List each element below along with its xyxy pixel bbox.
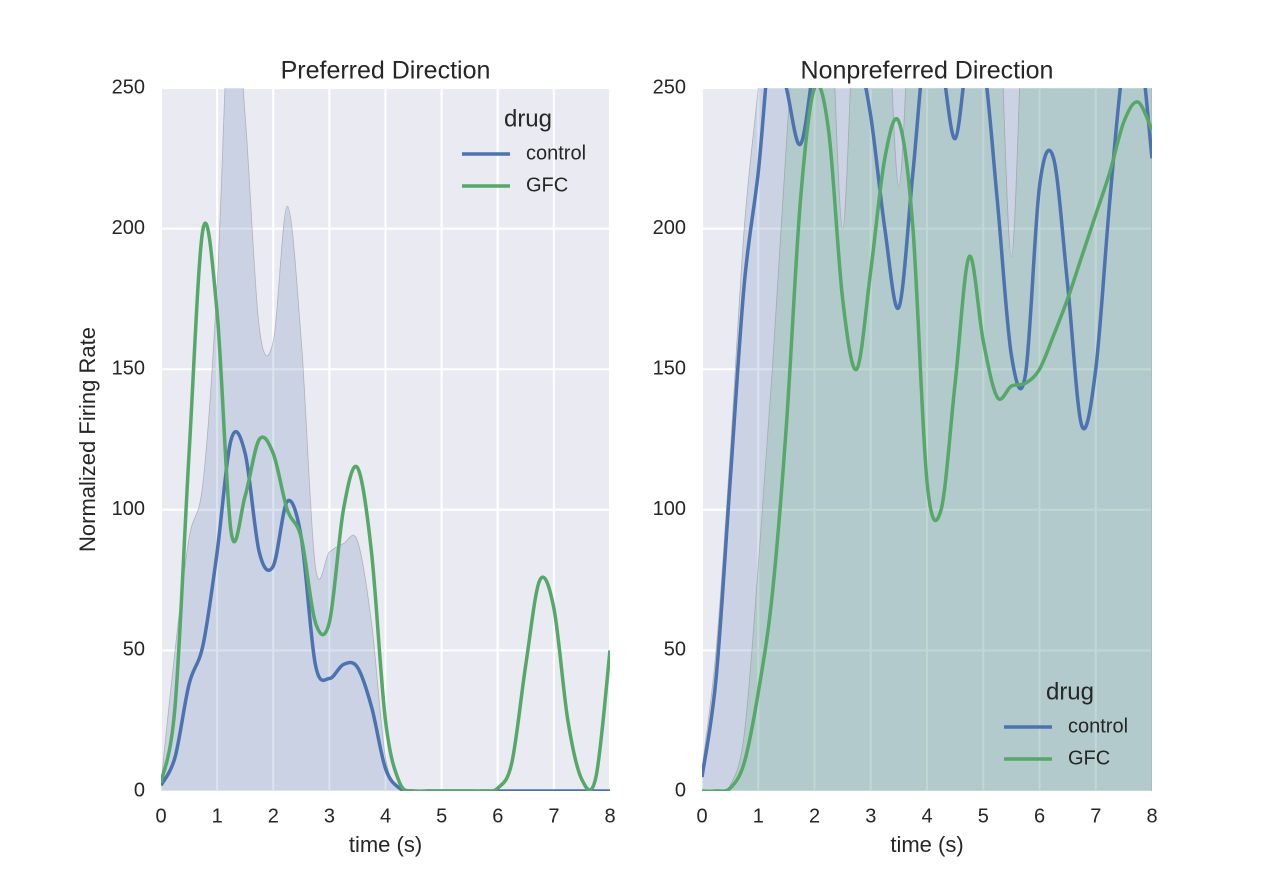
x-axis-label: time (s) [890,832,963,857]
x-tick-label: 4 [921,805,932,827]
subplot: 0 1 2 3 4 5 6 7 8 0 50 100 150 200 250 Preferred Direct… [75,57,616,857]
y-tick-label: 150 [653,357,686,379]
legend-label: GFC [1068,747,1110,769]
y-tick-label: 50 [123,639,145,661]
x-tick-label: 5 [436,805,447,827]
x-tick-label: 6 [492,805,503,827]
x-tick-label: 0 [696,805,707,827]
y-tick-label: 150 [112,357,145,379]
x-tick-label: 3 [324,805,335,827]
y-tick-label: 200 [653,217,686,239]
line [702,88,1152,791]
legend-title: drug [504,105,552,132]
legend-label: control [526,142,586,164]
y-tick-label: 200 [112,217,145,239]
line [161,430,610,791]
y-tick-label: 50 [664,639,686,661]
y-tick-label: 100 [112,498,145,520]
x-tick-label: 1 [753,805,764,827]
x-tick-label: 1 [212,805,223,827]
y-axis-label: Normalized Firing Rate [75,327,100,552]
subplot: 0 1 2 3 4 5 6 7 8 0 50 100 150 200 250 Nonpreferred Dir… [653,57,1158,857]
x-axis-label: time (s) [349,832,422,857]
chart-title: Nonpreferred Direction [801,57,1054,85]
y-tick-label: 0 [134,779,145,801]
x-tick-label: 0 [155,805,166,827]
x-tick-label: 8 [604,805,615,827]
x-tick-label: 8 [1146,805,1157,827]
x-tick-label: 2 [809,805,820,827]
x-tick-label: 7 [548,805,559,827]
y-tick-label: 250 [653,76,686,98]
plot-area [702,88,1152,791]
y-tick-label: 0 [675,779,686,801]
y-tick-label: 100 [653,498,686,520]
x-tick-label: 4 [380,805,391,827]
legend-label: control [1068,715,1128,737]
chart-title: Preferred Direction [281,57,491,85]
legend-label: GFC [526,174,568,196]
confidence-band [161,88,610,791]
x-tick-label: 2 [268,805,279,827]
y-tick-label: 250 [112,76,145,98]
line [702,88,1152,778]
x-tick-label: 5 [978,805,989,827]
x-tick-label: 3 [865,805,876,827]
x-tick-label: 6 [1034,805,1045,827]
line [161,221,610,791]
legend-title: drug [1046,678,1094,705]
x-tick-label: 7 [1090,805,1101,827]
plot-area [161,88,610,791]
